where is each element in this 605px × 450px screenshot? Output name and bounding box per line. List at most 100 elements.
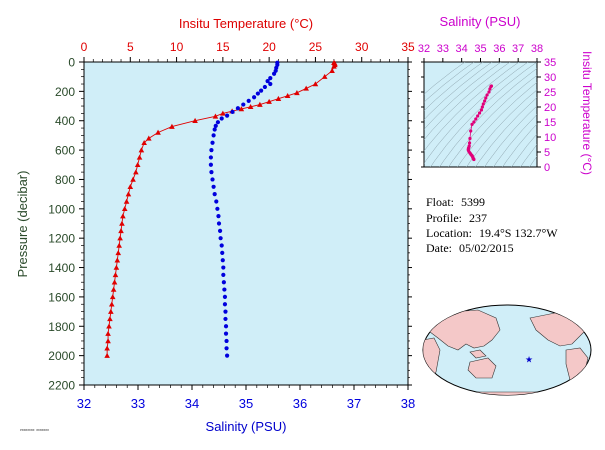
ts-point [476,114,480,118]
temperature-point [294,90,300,96]
pressure-tick-label: 600 [55,144,75,158]
temperature-point [130,176,136,182]
salinity-point [211,133,216,138]
temperature-point [141,139,147,145]
salinity-point [252,95,257,100]
salinity-point [217,228,223,233]
ts-point [468,136,472,141]
salinity-point [210,177,215,182]
temperature-point [284,92,291,99]
temperature-point [123,198,130,204]
density-contour [502,123,537,167]
temperature-point [118,228,124,234]
ts-salinity-axis-title: Salinity (PSU) [440,14,521,29]
temperature-point [110,286,117,292]
temperature-point [192,117,198,123]
salinity-point [222,302,228,307]
ts-temperature-tick-label: 10 [544,132,556,144]
salinity-point [221,280,226,285]
float-label: Float: [426,195,455,209]
ts-point [469,129,473,133]
salinity-point [212,192,217,197]
pressure-tick-label: 400 [55,114,75,128]
pressure-tick-label: 1200 [48,232,75,246]
density-contour [493,114,537,167]
temperature-point [331,63,337,69]
temperature-tick-label: 0 [81,40,88,54]
density-contour [424,62,493,121]
temperature-point [121,206,128,212]
temperature-point [138,147,145,153]
salinity-point [235,106,240,111]
temperature-axis-ticks: 0 5 10 15 20 25 30 35 [81,40,415,62]
salinity-point [221,272,226,277]
temperature-point [238,106,245,112]
ts-salinity-tick-label: 32 [418,43,430,55]
ts-point [470,122,474,126]
temperature-point [119,220,125,226]
density-contour [529,155,537,167]
location-label: Location: [426,226,472,240]
temperature-line [106,62,336,356]
temperature-point [111,279,118,285]
temperature-tick-label: 5 [127,40,134,54]
ts-diagram: 32 33 34 35 36 37 38 0 5 10 15 20 25 30 35 Salinity (… [418,14,594,175]
density-contour [424,62,520,152]
temperature-point [127,183,134,190]
density-contour [424,62,466,95]
ts-point [479,108,484,112]
salinity-point [262,84,267,90]
temperature-point [108,308,114,314]
salinity-point [214,199,219,204]
density-contour [475,97,537,167]
pressure-tick-label: 1000 [48,202,75,216]
temperature-point [109,294,116,300]
salinity-axis-ticks: 32 33 34 35 36 37 38 [77,385,415,411]
ts-salinity-tick-label: 33 [437,43,449,55]
salinity-point [208,155,213,160]
salinity-point [223,324,229,329]
temperature-point [266,98,272,104]
ts-point [467,141,472,145]
ts-point [480,105,484,109]
ts-point [485,93,489,97]
salinity-point [230,109,235,115]
density-contour [424,62,511,141]
salinity-point [223,309,228,314]
salinity-point [211,184,216,189]
temperature-tick-label: 25 [309,40,323,54]
temperature-point [247,103,254,110]
ts-temperature-tick-label: 15 [544,117,556,129]
temperature-point [134,161,141,168]
pressure-tick-label: 1800 [48,320,75,334]
salinity-point [212,127,217,132]
density-contour [520,144,537,167]
temperature-point [303,85,309,91]
temperature-point [312,81,319,87]
float-value: 5399 [461,195,486,209]
temperature-point [106,323,112,329]
pressure-tick-label: 1600 [48,290,75,304]
salinity-tick-label: 35 [239,396,253,411]
salinity-tick-label: 37 [347,396,361,411]
ts-temperature-tick-label: 35 [544,57,556,69]
density-contour [424,62,502,130]
contour-group [424,62,537,167]
salinity-series [208,60,280,358]
pressure-axis-ticks: 0 200 400 600 800 1000 1200 1400 1600 1800 2000 220… [48,56,412,393]
profile-value: 237 [469,211,487,225]
temperature-point [146,135,152,141]
salinity-point [218,236,223,241]
temperature-point [117,235,123,241]
ts-diagram-background [423,61,538,168]
salinity-point [224,346,229,351]
profile-plot-background [83,61,409,386]
salinity-point [268,81,273,87]
salinity-point [216,221,222,226]
float-location-marker: ★ [525,356,533,366]
salinity-point [255,91,260,96]
profile-line: Profile: 237 [426,211,487,226]
pressure-axis-title: Pressure (decibar) [15,171,30,278]
salinity-point [222,287,227,292]
